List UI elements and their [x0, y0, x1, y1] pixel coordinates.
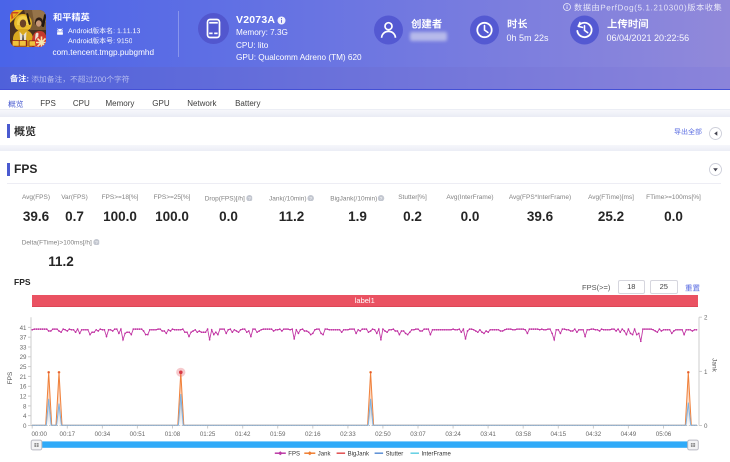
- svg-text:41: 41: [20, 325, 27, 332]
- svg-text:03:41: 03:41: [480, 431, 496, 438]
- svg-text:01:59: 01:59: [270, 431, 286, 438]
- svg-text:16: 16: [20, 384, 27, 391]
- svg-text:Jank: Jank: [318, 451, 332, 457]
- svg-text:00:34: 00:34: [95, 431, 111, 438]
- svg-text:?: ?: [309, 195, 312, 201]
- svg-text:37: 37: [20, 335, 27, 342]
- svg-text:Jank: Jank: [711, 358, 718, 372]
- svg-text:29: 29: [20, 354, 27, 361]
- svg-text:4: 4: [23, 413, 27, 420]
- svg-text:Stutter: Stutter: [386, 451, 404, 457]
- svg-text:BigJank: BigJank: [348, 451, 370, 457]
- svg-text:21: 21: [20, 374, 27, 381]
- svg-text:25: 25: [20, 364, 27, 371]
- svg-text:01:08: 01:08: [165, 431, 181, 438]
- svg-text:02:33: 02:33: [340, 431, 356, 438]
- svg-text:03:58: 03:58: [515, 431, 531, 438]
- svg-text:0: 0: [23, 423, 27, 430]
- svg-text:04:49: 04:49: [621, 431, 637, 438]
- svg-text:02:50: 02:50: [375, 431, 391, 438]
- svg-text:33: 33: [20, 344, 27, 351]
- svg-text:1: 1: [704, 369, 708, 376]
- svg-text:04:15: 04:15: [551, 431, 567, 438]
- svg-text:?: ?: [248, 195, 251, 201]
- svg-text:FPS: FPS: [7, 371, 14, 384]
- svg-text:?: ?: [95, 239, 98, 245]
- svg-text:12: 12: [20, 394, 27, 401]
- svg-text:03:24: 03:24: [445, 431, 461, 438]
- svg-text:FPS: FPS: [288, 451, 300, 457]
- svg-text:00:17: 00:17: [60, 431, 76, 438]
- svg-text:01:25: 01:25: [200, 431, 216, 438]
- svg-text:01:42: 01:42: [235, 431, 251, 438]
- svg-text:03:07: 03:07: [410, 431, 426, 438]
- svg-text:02:16: 02:16: [305, 431, 321, 438]
- svg-text:8: 8: [23, 403, 27, 410]
- svg-text:0: 0: [704, 423, 708, 430]
- svg-text:00:00: 00:00: [31, 431, 47, 438]
- svg-text:InterFrame: InterFrame: [422, 451, 452, 457]
- svg-text:00:51: 00:51: [130, 431, 146, 438]
- svg-text:04:32: 04:32: [586, 431, 602, 438]
- svg-text:?: ?: [380, 195, 383, 201]
- svg-text:05:06: 05:06: [656, 431, 672, 438]
- svg-text:2: 2: [704, 315, 708, 322]
